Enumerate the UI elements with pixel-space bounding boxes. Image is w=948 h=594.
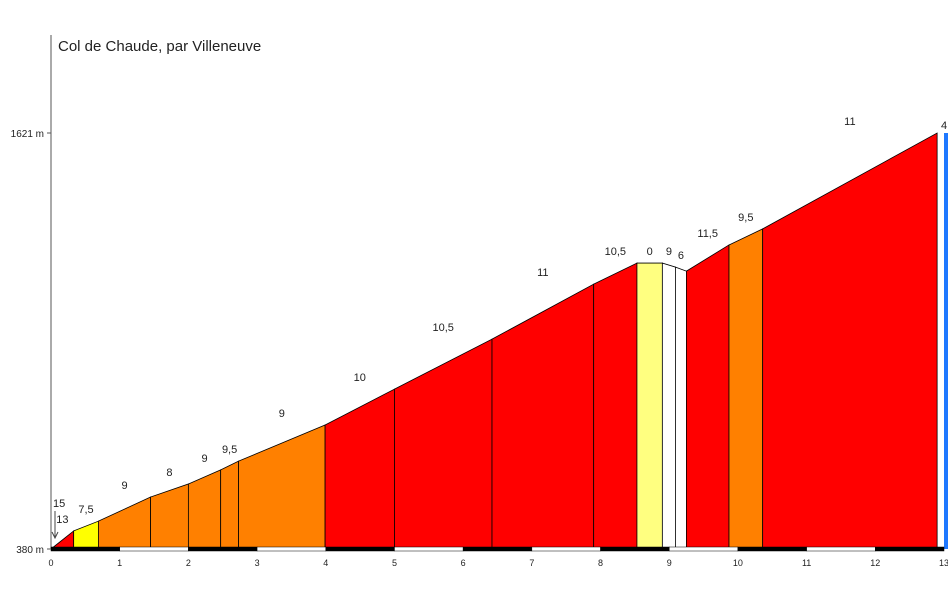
x-tick-label: 0: [48, 558, 53, 568]
gradient-label: 11: [537, 267, 548, 279]
km-ruler-block: [50, 546, 120, 552]
gradient-label: 7,5: [78, 504, 93, 516]
profile-segment: [324, 388, 395, 550]
km-ruler-block: [806, 546, 876, 552]
x-tick-label: 6: [461, 558, 466, 568]
x-tick-label: 7: [529, 558, 534, 568]
gradient-label: 10: [354, 372, 366, 384]
profile-segment: [636, 262, 663, 550]
profile-segment: [491, 283, 595, 550]
profile-segment: [220, 460, 239, 550]
profile-segment: [762, 132, 938, 550]
x-tick-label: 9: [667, 558, 672, 568]
gradient-label: 9: [201, 453, 207, 465]
profile-segment: [593, 262, 638, 550]
profile-segment: [728, 228, 764, 550]
profile-segment: [150, 483, 189, 550]
x-tick-label: 8: [598, 558, 603, 568]
km-ruler-block: [325, 546, 395, 552]
y-tick-label: 1621 m: [11, 129, 44, 140]
km-ruler-block: [668, 546, 739, 552]
km-ruler-block: [531, 546, 601, 552]
km-ruler-block: [256, 546, 327, 552]
gradient-label: 9,5: [222, 444, 237, 456]
x-tick-label: 4: [323, 558, 328, 568]
x-tick-label: 3: [255, 558, 260, 568]
profile-segment: [238, 424, 326, 550]
summit-marker: [944, 133, 948, 549]
km-ruler-block: [875, 546, 945, 552]
x-tick-label: 13: [939, 558, 948, 568]
gradient-label: 9: [121, 480, 127, 492]
profile-segment: [49, 530, 75, 550]
start-arrow-head-icon: [51, 531, 59, 540]
start-gradient-label: 15: [53, 498, 65, 510]
profile-segment: [73, 520, 99, 550]
km-ruler-block: [119, 546, 189, 552]
gradient-label: 11: [844, 116, 855, 128]
chart-title: Col de Chaude, par Villeneuve: [58, 38, 261, 55]
profile-segment: [686, 244, 730, 550]
x-tick-label: 11: [802, 558, 811, 568]
x-tick-label: 10: [733, 558, 743, 568]
x-tick-label: 5: [392, 558, 397, 568]
gradient-label: 9: [279, 408, 285, 420]
gradient-label: 9,5: [738, 212, 753, 224]
x-tick-label: 12: [870, 558, 880, 568]
gradient-label: 11,5: [697, 228, 718, 240]
profile-segment: [661, 262, 676, 550]
summit-gradient-label: 4: [941, 120, 947, 132]
profile-segment: [675, 266, 687, 550]
km-ruler-block: [462, 546, 533, 552]
km-ruler-block: [737, 546, 807, 552]
gradient-label: 6: [678, 250, 684, 262]
x-tick-label: 1: [117, 558, 122, 568]
profile-segment: [187, 469, 222, 550]
gradient-label: 8: [166, 467, 172, 479]
km-ruler-block: [188, 546, 258, 552]
gradient-label: 9: [666, 246, 672, 258]
gradient-label: 10,5: [433, 322, 454, 334]
profile-segment: [97, 496, 152, 550]
km-ruler-block: [394, 546, 464, 552]
gradient-label: 13: [56, 514, 68, 526]
profile-segment: [394, 338, 493, 550]
gradient-label: 10,5: [605, 246, 626, 258]
gradient-label: 0: [647, 246, 653, 258]
y-tick-label: 380 m: [16, 545, 44, 556]
km-ruler-block: [600, 546, 670, 552]
x-tick-label: 2: [186, 558, 191, 568]
